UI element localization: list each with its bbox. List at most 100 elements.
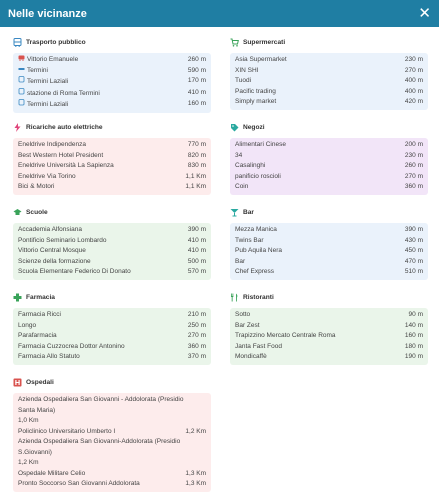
list-item[interactable]: Vittorio Central Mosque 410 m	[18, 246, 206, 257]
item-distance: 170 m	[187, 77, 206, 84]
list-box: Sotto 90 m Bar Zest 140 m Trapizzino Merca…	[230, 308, 428, 365]
item-distance: 430 m	[404, 236, 423, 244]
item-name: Mondicaffè	[235, 353, 267, 360]
list-item[interactable]: Bar 470 m	[235, 257, 423, 268]
item-name: Parafarmacia	[18, 332, 57, 339]
list-item[interactable]: Vittorio Emanuele 260 m	[18, 55, 206, 66]
section-header: Trasporto pubblico	[13, 36, 211, 48]
list-item[interactable]: Termini Laziali 160 m	[18, 99, 206, 111]
list-item[interactable]: Mezza Manica 390 m	[235, 225, 423, 236]
list-item[interactable]: Pronto Soccorso San Giovanni Addolorata 1…	[18, 479, 206, 490]
item-name: Trapizzino Mercato Centrale Roma	[235, 332, 336, 339]
item-distance: 1,2 Km	[18, 459, 39, 466]
list-item[interactable]: Ospedale Militare Celio 1,3 Km	[18, 469, 206, 480]
item-distance: 200 m	[404, 141, 423, 148]
list-item[interactable]: Mondicaffè 190 m	[235, 352, 423, 363]
list-item[interactable]: Tuodi 400 m	[235, 76, 423, 87]
item-distance: 190 m	[404, 353, 423, 360]
list-item[interactable]: Alimentari Cinese 200 m	[235, 140, 423, 151]
list-box: Eneldrive Indipendenza 770 m Best Western…	[13, 138, 211, 195]
item-distance: 160 m	[404, 332, 423, 339]
list-item[interactable]: Asia Supermarket 230 m	[235, 55, 423, 66]
list-item[interactable]: Termini 590 m	[18, 66, 206, 77]
item-distance: 570 m	[187, 268, 206, 275]
list-item[interactable]: Bici & Motori 1,1 Km	[18, 182, 206, 193]
item-distance: 1,2 Km	[185, 427, 206, 435]
item-distance: 270 m	[187, 332, 206, 339]
item-distance: 400 m	[404, 87, 423, 95]
list-item[interactable]: Farmacia Cuzzocrea Dottor Antonino 360 m	[18, 342, 206, 353]
item-distance: 1,3 Km	[185, 480, 206, 487]
list-item[interactable]: Pontificio Seminario Lombardo 410 m	[18, 236, 206, 247]
item-name: Eneldrive Università La Sapienza	[18, 162, 114, 169]
list-item[interactable]: Trapizzino Mercato Centrale Roma 160 m	[235, 331, 423, 342]
item-name: Tuodi	[235, 77, 252, 84]
list-item[interactable]: Pacific trading 400 m	[235, 87, 423, 98]
shop-tag-icon	[230, 123, 239, 132]
item-distance: 410 m	[187, 236, 206, 244]
list-item[interactable]: Pub Aquila Nera 450 m	[235, 246, 423, 257]
list-item[interactable]: Accademia Alfonsiana 390 m	[18, 225, 206, 236]
section-title: Trasporto pubblico	[26, 38, 86, 46]
section-header: Ospedali	[13, 376, 211, 388]
item-distance: 180 m	[404, 342, 423, 350]
item-distance: 270 m	[404, 66, 423, 74]
item-distance: 1,3 Km	[185, 469, 206, 477]
list-item[interactable]: Azienda Ospedaliera San Giovanni - Addol…	[18, 395, 206, 427]
item-distance: 360 m	[404, 183, 423, 190]
list-item[interactable]: Scienze della formazione 500 m	[18, 257, 206, 268]
list-item[interactable]: Bar Zest 140 m	[235, 321, 423, 332]
list-item[interactable]: Chef Express 510 m	[235, 267, 423, 278]
list-item[interactable]: Termini Laziali 170 m	[18, 76, 206, 88]
list-item[interactable]: Simply market 420 m	[235, 97, 423, 108]
bus-icon	[18, 76, 25, 88]
list-box: Vittorio Emanuele 260 m Termini 590 m Te…	[13, 53, 211, 113]
list-item[interactable]: Parafarmacia 270 m	[18, 331, 206, 342]
list-item[interactable]: Eneldrive Via Torino 1,1 Km	[18, 172, 206, 183]
section-farmacia: Farmacia Farmacia Ricci 210 m Longo 250 m …	[13, 291, 211, 365]
section-title: Supermercati	[243, 38, 286, 46]
list-item[interactable]: stazione di Roma Termini 410 m	[18, 87, 206, 100]
list-item[interactable]: 34 230 m	[235, 151, 423, 162]
list-item[interactable]: Policlinico Universitario Umberto I 1,2 K…	[18, 427, 206, 438]
item-distance: 400 m	[404, 77, 423, 84]
list-box: Mezza Manica 390 m Twins Bar 430 m Pub Aqu…	[230, 223, 428, 280]
list-item[interactable]: Eneldrive Università La Sapienza 830 m	[18, 161, 206, 172]
item-name: Farmacia Ricci	[18, 311, 61, 318]
item-distance: 500 m	[187, 257, 206, 265]
list-box: Asia Supermarket 230 m XIN SHI 270 m Tuodi…	[230, 53, 428, 110]
item-name: Azienda Ospedaliera San Giovanni - Addol…	[18, 396, 184, 414]
list-item[interactable]: panificio roscioli 270 m	[235, 172, 423, 183]
item-name: Scienze della formazione	[18, 257, 91, 265]
list-item[interactable]: Janta Fast Food 180 m	[235, 342, 423, 353]
list-item[interactable]: Sotto 90 m	[235, 310, 423, 321]
section-header: Bar	[230, 206, 428, 218]
item-distance: 510 m	[404, 268, 423, 275]
list-item[interactable]: Azienda Ospedaliera San Giovanni-Addolor…	[18, 437, 206, 469]
list-item[interactable]: Casalinghi 260 m	[235, 161, 423, 172]
item-name: Coin	[235, 183, 249, 190]
section-header: Ristoranti	[230, 291, 428, 303]
item-name: Azienda Ospedaliera San Giovanni-Addolor…	[18, 438, 181, 456]
list-item[interactable]: Eneldrive Indipendenza 770 m	[18, 140, 206, 151]
section-title: Scuole	[26, 208, 48, 216]
close-icon[interactable]: ✕	[418, 5, 431, 22]
item-distance: 210 m	[187, 311, 206, 318]
item-name: Mezza Manica	[235, 226, 277, 233]
list-item[interactable]: Farmacia Allo Statuto 370 m	[18, 352, 206, 363]
list-item[interactable]: Coin 360 m	[235, 182, 423, 193]
list-item[interactable]: Scuola Elementare Federico Di Donato 570 …	[18, 267, 206, 278]
section-header: Negozi	[230, 121, 428, 133]
list-item[interactable]: Best Western Hotel President 820 m	[18, 151, 206, 162]
list-item[interactable]: Longo 250 m	[18, 321, 206, 332]
bus-icon	[18, 99, 25, 111]
item-name: Simply market	[235, 98, 277, 105]
list-item[interactable]: Farmacia Ricci 210 m	[18, 310, 206, 321]
item-name: Casalinghi	[235, 162, 266, 169]
train-icon	[18, 55, 25, 66]
list-item[interactable]: XIN SHI 270 m	[235, 66, 423, 77]
list-item[interactable]: Twins Bar 430 m	[235, 236, 423, 247]
bus-icon	[18, 87, 25, 100]
item-distance: 230 m	[404, 56, 423, 63]
item-name: Pontificio Seminario Lombardo	[18, 236, 107, 244]
